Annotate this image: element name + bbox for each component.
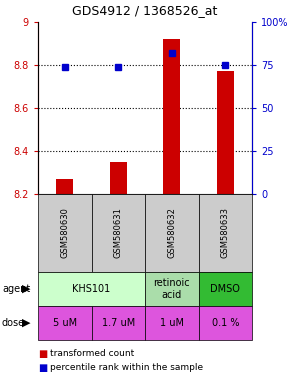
Text: ▶: ▶ [22, 318, 31, 328]
Text: 1.7 uM: 1.7 uM [102, 318, 135, 328]
Text: retinoic
acid: retinoic acid [153, 278, 190, 300]
Text: percentile rank within the sample: percentile rank within the sample [50, 364, 203, 372]
Text: 1 uM: 1 uM [160, 318, 184, 328]
Bar [110, 162, 127, 194]
Text: ▶: ▶ [22, 284, 31, 294]
Bar [56, 179, 73, 194]
Text: agent: agent [2, 284, 30, 294]
Text: GSM580633: GSM580633 [221, 207, 230, 258]
Text: GSM580632: GSM580632 [167, 208, 176, 258]
Text: GDS4912 / 1368526_at: GDS4912 / 1368526_at [72, 4, 218, 17]
Text: DMSO: DMSO [210, 284, 240, 294]
Text: GSM580631: GSM580631 [114, 208, 123, 258]
Text: ■: ■ [38, 363, 47, 373]
Text: transformed count: transformed count [50, 349, 134, 359]
Text: 0.1 %: 0.1 % [211, 318, 239, 328]
Text: dose: dose [2, 318, 25, 328]
Text: ■: ■ [38, 349, 47, 359]
Text: 5 uM: 5 uM [53, 318, 77, 328]
Bar [217, 71, 234, 194]
Text: KHS101: KHS101 [72, 284, 110, 294]
Text: GSM580630: GSM580630 [60, 208, 69, 258]
Bar [163, 39, 180, 194]
